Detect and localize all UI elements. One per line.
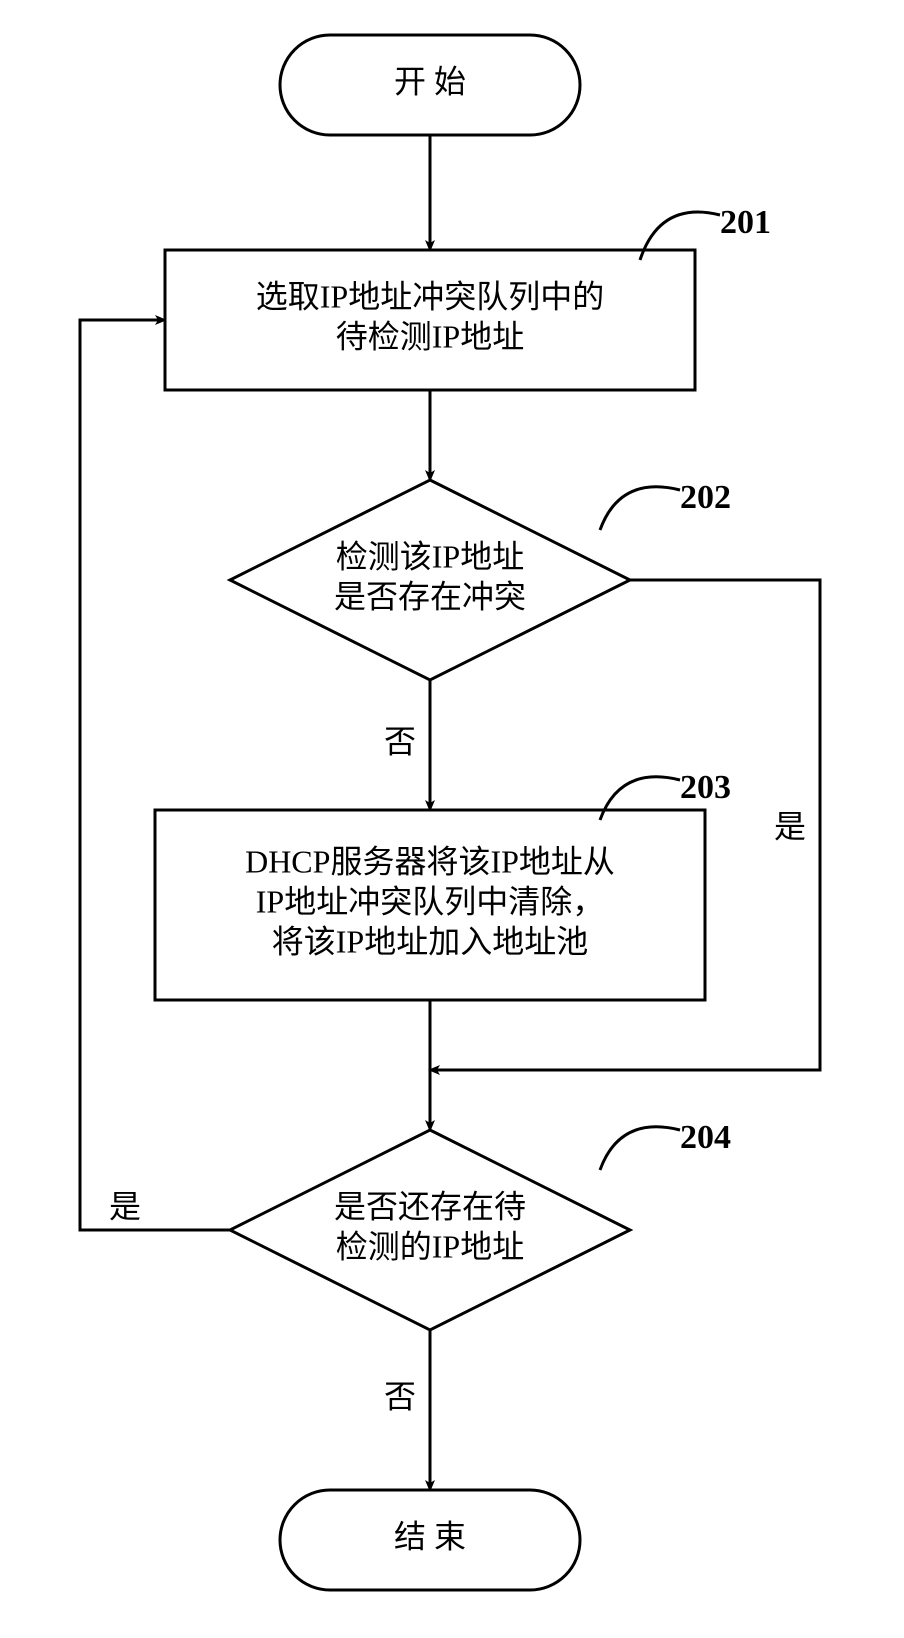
- node-text-line: 结 束: [394, 1518, 466, 1554]
- step-number: 204: [680, 1119, 731, 1156]
- node-text-line: 选取IP地址冲突队列中的: [256, 278, 604, 314]
- label-connector: [600, 487, 680, 530]
- step-number: 201: [720, 204, 771, 241]
- edge-label: 是: [774, 808, 806, 844]
- node-text-line: 开 始: [394, 63, 466, 99]
- node-text-line: 检测该IP地址: [336, 538, 524, 574]
- node-text-line: 将该IP地址加入地址池: [272, 923, 588, 959]
- node-text-line: IP地址冲突队列中清除，: [256, 883, 604, 919]
- edge-label: 否: [384, 1378, 416, 1414]
- node-text-line: DHCP服务器将该IP地址从: [245, 843, 615, 879]
- node-text-line: 待检测IP地址: [336, 318, 524, 354]
- edge-label: 是: [109, 1188, 141, 1224]
- edge: [80, 320, 230, 1230]
- step-number: 202: [680, 479, 731, 516]
- edge-label: 否: [384, 723, 416, 759]
- node-text-line: 检测的IP地址: [336, 1228, 524, 1264]
- label-connector: [600, 1127, 680, 1170]
- node-text-line: 是否存在冲突: [334, 578, 526, 614]
- step-number: 203: [680, 769, 731, 806]
- node-text-line: 是否还存在待: [334, 1188, 526, 1224]
